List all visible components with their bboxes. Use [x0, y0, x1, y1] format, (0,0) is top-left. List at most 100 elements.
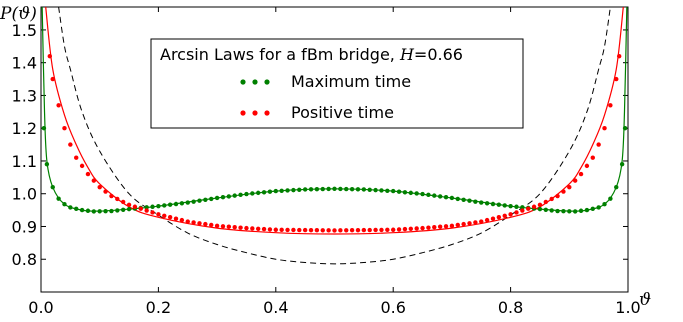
legend-marker-0-2: [264, 79, 270, 85]
data-point-0-96: [602, 202, 607, 207]
data-point-1-47: [320, 228, 325, 233]
data-point-1-62: [408, 226, 414, 231]
x-tick-label-1: 0.2: [146, 298, 171, 317]
data-point-1-84: [537, 202, 543, 208]
data-point-0-13: [115, 208, 120, 213]
data-point-0-98: [614, 184, 619, 190]
data-point-0-44: [297, 187, 302, 192]
data-point-0-69: [443, 195, 449, 200]
data-point-1-46: [314, 228, 320, 233]
data-point-0-10: [97, 209, 102, 214]
data-points: [41, 53, 628, 233]
data-point-1-26: [197, 221, 202, 226]
data-point-0-31: [220, 195, 226, 200]
data-point-0-94: [590, 206, 595, 211]
data-point-1-13: [120, 199, 126, 205]
legend-marker-1-0: [240, 110, 246, 116]
data-point-1-55: [367, 227, 372, 233]
data-point-1-14: [126, 202, 132, 208]
data-point-0-14: [120, 207, 126, 212]
data-point-0-23: [173, 201, 179, 207]
data-point-0-34: [238, 192, 243, 198]
data-point-1-35: [250, 226, 255, 231]
data-point-0-72: [461, 197, 466, 203]
data-point-0-59: [385, 188, 390, 193]
legend-marker-1-2: [264, 110, 270, 116]
data-point-1-82: [526, 206, 531, 211]
data-point-1-74: [479, 219, 484, 224]
data-point-1-52: [349, 228, 355, 233]
data-point-1-9: [97, 184, 102, 190]
data-point-1-28: [209, 222, 214, 228]
data-point-0-25: [185, 200, 190, 205]
data-point-0-18: [144, 205, 149, 210]
data-point-1-1: [50, 76, 55, 82]
data-point-0-70: [449, 195, 455, 201]
data-point-1-4: [68, 142, 73, 147]
data-point-0-92: [578, 208, 584, 213]
data-point-1-44: [302, 227, 308, 233]
data-point-1-31: [226, 224, 232, 229]
data-point-1-18: [150, 210, 155, 215]
data-point-0-82: [520, 205, 525, 210]
data-point-1-43: [297, 227, 302, 233]
data-point-1-69: [449, 223, 455, 229]
data-point-0-32: [226, 194, 232, 199]
data-point-0-20: [156, 203, 161, 209]
legend-marker-1-1: [252, 110, 258, 116]
data-point-1-24: [185, 219, 190, 224]
data-point-1-7: [85, 171, 91, 177]
data-point-0-65: [420, 191, 425, 197]
legend-label-maximum: Maximum time: [291, 72, 411, 91]
data-point-1-8: [91, 178, 97, 183]
x-tick-label-0: 0.0: [28, 298, 53, 317]
data-point-1-70: [455, 222, 460, 228]
data-point-1-66: [432, 225, 437, 230]
data-point-0-24: [179, 201, 185, 206]
legend-marker-0-1: [252, 79, 258, 85]
data-point-1-0: [47, 53, 52, 59]
data-point-0-22: [167, 202, 173, 207]
data-point-0-49: [326, 186, 331, 192]
data-point-1-81: [520, 208, 525, 213]
data-point-1-10: [103, 189, 108, 194]
data-point-1-23: [179, 217, 185, 223]
data-point-1-6: [79, 163, 85, 169]
data-point-1-42: [291, 227, 296, 233]
data-point-1-20: [162, 213, 167, 218]
data-point-0-64: [414, 191, 419, 196]
data-point-0-5: [68, 205, 73, 210]
data-point-0-95: [596, 205, 601, 210]
data-point-0-15: [126, 206, 132, 212]
data-point-0-3: [56, 196, 61, 201]
data-point-1-49: [332, 228, 337, 233]
y-tick-label-3: 1.1: [12, 152, 37, 171]
data-point-1-98: [616, 53, 622, 59]
data-point-0-66: [426, 192, 431, 198]
data-point-0-53: [349, 187, 355, 192]
data-point-1-27: [203, 221, 208, 227]
data-point-0-86: [543, 207, 549, 212]
data-point-0-99: [619, 162, 625, 167]
y-tick-label-7: 1.5: [12, 21, 37, 40]
data-point-0-4: [62, 202, 67, 207]
data-point-0-60: [391, 188, 396, 194]
data-point-1-22: [173, 216, 179, 221]
data-point-1-15: [132, 204, 138, 209]
axis-ticks: 0.0 0.2 0.4 0.6 0.8 1.0 0.8 0.9 1.0 1.1 1.2 1.3 1.4 1…: [12, 7, 641, 317]
data-point-1-67: [437, 224, 443, 229]
data-point-0-41: [279, 188, 284, 193]
data-point-1-32: [232, 225, 237, 230]
data-point-0-93: [584, 207, 590, 213]
data-point-0-75: [479, 200, 484, 205]
data-point-1-73: [473, 220, 478, 225]
data-point-1-51: [344, 228, 349, 233]
data-point-0-11: [103, 209, 108, 214]
data-point-1-2: [56, 103, 61, 108]
data-point-1-37: [261, 226, 267, 232]
data-point-1-25: [191, 220, 196, 225]
data-point-1-86: [549, 196, 554, 202]
data-point-1-3: [62, 126, 67, 131]
data-point-0-78: [496, 202, 502, 207]
data-point-1-21: [167, 215, 173, 220]
